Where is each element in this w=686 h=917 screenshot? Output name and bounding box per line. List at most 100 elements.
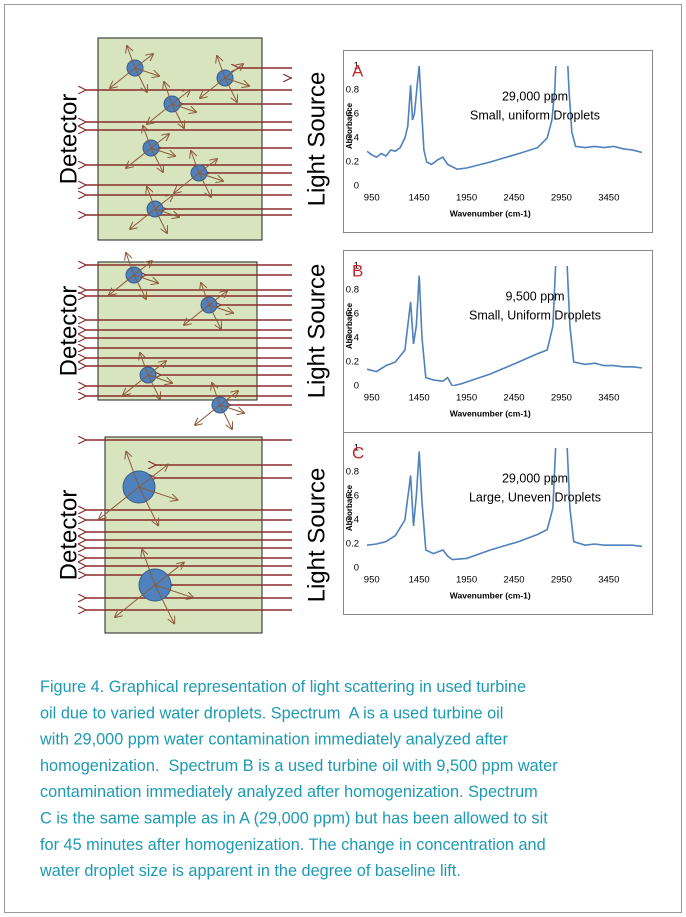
caption-line: Figure 4. Graphical representation of li…	[40, 678, 526, 696]
scatter-ray	[154, 208, 167, 233]
x-axis-label: Wavenumber (cm-1)	[450, 590, 531, 600]
x-tick-label: 950	[364, 193, 380, 204]
scatter-ray	[164, 82, 173, 105]
scatter-ray	[133, 261, 152, 276]
caption-line: homogenization. Spectrum B is a used tur…	[40, 757, 558, 775]
scatter-ray	[198, 172, 211, 197]
y-tick-label: 0	[354, 563, 359, 574]
chart-box	[343, 50, 653, 233]
y-tick-label: 0	[354, 381, 359, 392]
scatter-ray	[126, 253, 135, 276]
y-axis-label: Absorbance	[345, 302, 354, 349]
scatter-ray	[147, 187, 156, 210]
panel-letter: C	[352, 443, 364, 462]
annotation: 9,500 ppm	[505, 289, 564, 303]
scatter-ray	[219, 404, 244, 413]
spectrum-line	[367, 448, 642, 561]
light-source-label: Light Source	[303, 468, 330, 603]
scatter-ray	[99, 486, 140, 519]
scatter-ray	[133, 274, 158, 283]
y-tick-label: 1	[354, 443, 359, 454]
x-tick-label: 1950	[456, 575, 477, 586]
scatter-ray	[134, 67, 147, 92]
y-tick-label: 0.2	[346, 539, 359, 550]
scatter-ray	[154, 584, 193, 598]
x-tick-label: 2950	[551, 393, 572, 404]
caption-line: C is the same sample as in A (29,000 ppm…	[40, 810, 548, 828]
scatter-ray	[171, 103, 184, 128]
y-tick-label: 0.2	[346, 357, 359, 368]
y-tick-label: 0.6	[346, 109, 359, 120]
scatter-ray	[143, 126, 152, 149]
scatter-ray	[150, 147, 163, 172]
scatter-ray	[198, 172, 223, 181]
caption-line: contamination immediately analyzed after…	[40, 783, 538, 801]
y-tick-label: 1	[354, 261, 359, 272]
x-tick-label: 2950	[551, 193, 572, 204]
scatter-ray	[126, 147, 152, 168]
scatter-ray	[126, 452, 140, 488]
scatter-ray	[174, 172, 200, 193]
spectrum-line	[367, 266, 642, 386]
scatter-ray	[140, 353, 149, 376]
x-tick-label: 3450	[598, 575, 619, 586]
scatter-ray	[138, 486, 158, 525]
scatter-ray	[110, 67, 136, 88]
scatter-ray	[154, 563, 184, 586]
scatter-ray	[217, 56, 226, 79]
scatter-ray	[115, 584, 156, 617]
x-axis-label: Wavenumber (cm-1)	[450, 408, 531, 418]
scatter-ray	[134, 54, 153, 69]
caption-line: water droplet size is apparent in the de…	[39, 862, 461, 880]
scatter-ray	[224, 77, 237, 102]
scatter-ray	[219, 404, 232, 429]
light-source-label: Light Source	[303, 72, 330, 207]
x-tick-label: 950	[364, 575, 380, 586]
y-tick-label: 0.2	[346, 157, 359, 168]
y-tick-label: 0.6	[346, 491, 359, 502]
scatter-ray	[138, 465, 168, 488]
x-tick-label: 1950	[456, 393, 477, 404]
scatter-ray	[208, 304, 233, 313]
scatter-ray	[224, 64, 243, 79]
scatter-ray	[123, 374, 149, 395]
scatter-ray	[142, 550, 156, 586]
chart-box	[343, 432, 653, 615]
annotation: Small, Uniform Droplets	[469, 308, 601, 322]
frame	[4, 4, 682, 913]
scatter-ray	[171, 90, 190, 105]
y-tick-label: 0.8	[346, 285, 359, 296]
x-tick-label: 2450	[503, 393, 524, 404]
scatter-ray	[127, 46, 136, 69]
scatter-ray	[154, 208, 179, 217]
x-tick-label: 2450	[503, 575, 524, 586]
scatter-ray	[200, 77, 226, 98]
chart-box	[343, 250, 653, 433]
scatter-ray	[154, 195, 173, 210]
x-axis-label: Wavenumber (cm-1)	[450, 208, 531, 218]
scatter-ray	[184, 304, 210, 325]
scatter-ray	[198, 159, 217, 174]
scatter-ray	[171, 103, 196, 112]
scatter-ray	[147, 374, 172, 383]
y-tick-label: 0.4	[346, 133, 359, 144]
y-tick-label: 0.6	[346, 309, 359, 320]
annotation: 29,000 ppm	[502, 89, 568, 103]
sample-box	[97, 261, 258, 401]
scatter-ray	[224, 77, 249, 86]
scatter-ray	[150, 147, 175, 156]
x-tick-label: 1450	[409, 393, 430, 404]
scatter-ray	[130, 208, 156, 229]
y-tick-label: 0	[354, 181, 359, 192]
x-tick-label: 1450	[409, 575, 430, 586]
spectrum-line	[367, 66, 642, 171]
annotation: 29,000 ppm	[502, 471, 568, 485]
detector-label: Detector	[55, 490, 82, 581]
scatter-ray	[208, 304, 221, 329]
scatter-ray	[208, 291, 227, 306]
y-axis-label: Absorbance	[345, 484, 354, 531]
scatter-ray	[134, 67, 159, 76]
